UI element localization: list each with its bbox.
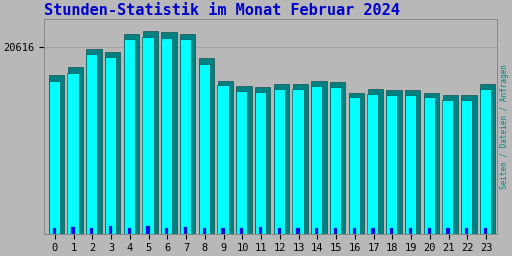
Bar bbox=[465, 228, 468, 233]
Bar bbox=[386, 90, 401, 233]
Bar bbox=[161, 32, 177, 233]
Bar bbox=[218, 81, 233, 233]
Bar bbox=[236, 91, 247, 233]
Bar bbox=[161, 38, 172, 233]
Bar bbox=[423, 97, 435, 233]
Bar bbox=[480, 89, 491, 233]
Bar bbox=[334, 228, 337, 233]
Bar bbox=[68, 73, 78, 233]
Text: Stunden-Statistik im Monat Februar 2024: Stunden-Statistik im Monat Februar 2024 bbox=[44, 3, 400, 18]
Bar bbox=[292, 89, 304, 233]
Bar bbox=[86, 54, 97, 233]
Y-axis label: Seiten / Dateien / Anfragen: Seiten / Dateien / Anfragen bbox=[500, 64, 509, 189]
Bar bbox=[274, 89, 285, 233]
Bar bbox=[124, 39, 135, 233]
Bar bbox=[49, 75, 64, 233]
Bar bbox=[480, 84, 496, 233]
Bar bbox=[349, 97, 360, 233]
Bar bbox=[292, 84, 308, 233]
Bar bbox=[255, 92, 266, 233]
Bar bbox=[105, 57, 116, 233]
Bar bbox=[353, 228, 356, 233]
Bar bbox=[311, 81, 327, 233]
Bar bbox=[221, 228, 225, 233]
Bar bbox=[315, 228, 318, 233]
Bar bbox=[446, 228, 450, 233]
Bar bbox=[428, 228, 431, 233]
Bar bbox=[49, 81, 60, 233]
Bar bbox=[442, 95, 458, 233]
Bar bbox=[53, 228, 56, 233]
Bar bbox=[87, 49, 102, 233]
Bar bbox=[203, 228, 206, 233]
Bar bbox=[180, 34, 196, 233]
Bar bbox=[180, 39, 191, 233]
Bar bbox=[484, 228, 487, 233]
Bar bbox=[90, 228, 93, 233]
Bar bbox=[259, 227, 262, 233]
Bar bbox=[165, 228, 168, 233]
Bar bbox=[142, 37, 154, 233]
Bar bbox=[368, 94, 378, 233]
Bar bbox=[109, 226, 112, 233]
Bar bbox=[124, 34, 139, 233]
Bar bbox=[199, 58, 214, 233]
Bar bbox=[199, 64, 210, 233]
Bar bbox=[405, 95, 416, 233]
Bar bbox=[330, 87, 341, 233]
Bar bbox=[218, 85, 228, 233]
Bar bbox=[68, 67, 83, 233]
Bar bbox=[405, 90, 420, 233]
Bar bbox=[127, 228, 131, 233]
Bar bbox=[368, 89, 383, 233]
Bar bbox=[442, 100, 454, 233]
Bar bbox=[146, 226, 150, 233]
Bar bbox=[296, 228, 300, 233]
Bar bbox=[424, 93, 439, 233]
Bar bbox=[349, 93, 364, 233]
Bar bbox=[409, 228, 412, 233]
Bar bbox=[386, 94, 397, 233]
Bar bbox=[311, 86, 322, 233]
Bar bbox=[390, 228, 393, 233]
Bar bbox=[255, 87, 270, 233]
Bar bbox=[274, 84, 289, 233]
Bar bbox=[461, 100, 472, 233]
Bar bbox=[71, 227, 75, 233]
Bar bbox=[184, 227, 187, 233]
Bar bbox=[330, 82, 346, 233]
Bar bbox=[105, 52, 120, 233]
Bar bbox=[461, 95, 477, 233]
Bar bbox=[142, 31, 158, 233]
Bar bbox=[237, 86, 252, 233]
Bar bbox=[371, 228, 375, 233]
Bar bbox=[240, 228, 243, 233]
Bar bbox=[278, 228, 281, 233]
